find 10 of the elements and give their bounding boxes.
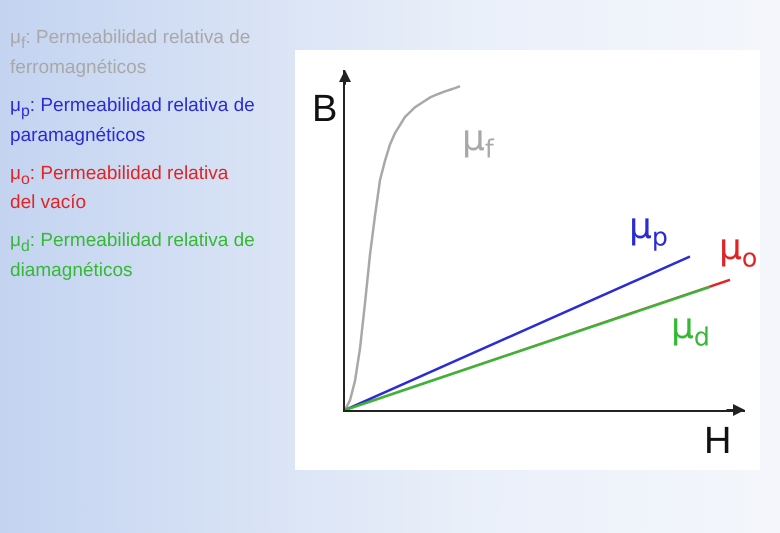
series-label: μ$_{f}$ — [462, 118, 495, 164]
text: μ$_{p}$: Permeabilidad relativa de paramagnéticos — [10, 94, 255, 148]
text: μ$_{f}$: Permeabilidad relativa de ferromagnéticos — [10, 26, 252, 80]
x-axis-title: H — [704, 420, 732, 462]
series-label: μ$_{o}$ — [719, 227, 758, 273]
series-label: μ$_{p}$ — [629, 206, 668, 252]
text: μ$_{o}$: Permeabilidad relativa del vacío — [10, 162, 230, 216]
series-label: μ$_{d}$ — [671, 306, 710, 352]
y-axis-title: B — [312, 88, 338, 130]
text: μ$_{d}$: Permeabilidad relativa de diamagnéticos — [10, 229, 255, 284]
